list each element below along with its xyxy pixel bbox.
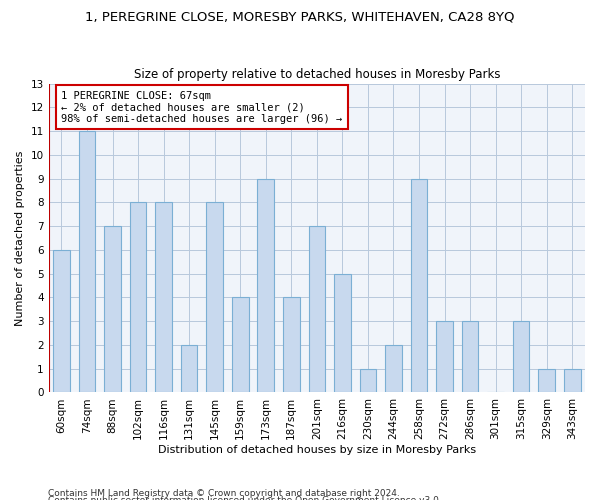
Text: 1, PEREGRINE CLOSE, MORESBY PARKS, WHITEHAVEN, CA28 8YQ: 1, PEREGRINE CLOSE, MORESBY PARKS, WHITE… [85, 10, 515, 23]
Bar [334, 274, 350, 392]
Bar [410, 178, 427, 392]
Bar [462, 321, 478, 392]
Bar [181, 345, 197, 393]
Bar [79, 131, 95, 392]
Bar [130, 202, 146, 392]
Bar [538, 368, 555, 392]
Bar [359, 368, 376, 392]
Bar [513, 321, 529, 392]
Bar [436, 321, 453, 392]
Text: 1 PEREGRINE CLOSE: 67sqm
← 2% of detached houses are smaller (2)
98% of semi-det: 1 PEREGRINE CLOSE: 67sqm ← 2% of detache… [61, 90, 343, 124]
Bar [232, 298, 248, 392]
Bar [155, 202, 172, 392]
Bar [206, 202, 223, 392]
Bar [564, 368, 581, 392]
Bar [385, 345, 402, 393]
Bar [257, 178, 274, 392]
Bar [104, 226, 121, 392]
Y-axis label: Number of detached properties: Number of detached properties [15, 150, 25, 326]
X-axis label: Distribution of detached houses by size in Moresby Parks: Distribution of detached houses by size … [158, 445, 476, 455]
Bar [53, 250, 70, 392]
Bar [283, 298, 299, 392]
Text: Contains HM Land Registry data © Crown copyright and database right 2024.: Contains HM Land Registry data © Crown c… [48, 488, 400, 498]
Title: Size of property relative to detached houses in Moresby Parks: Size of property relative to detached ho… [134, 68, 500, 81]
Text: Contains public sector information licensed under the Open Government Licence v3: Contains public sector information licen… [48, 496, 442, 500]
Bar [308, 226, 325, 392]
